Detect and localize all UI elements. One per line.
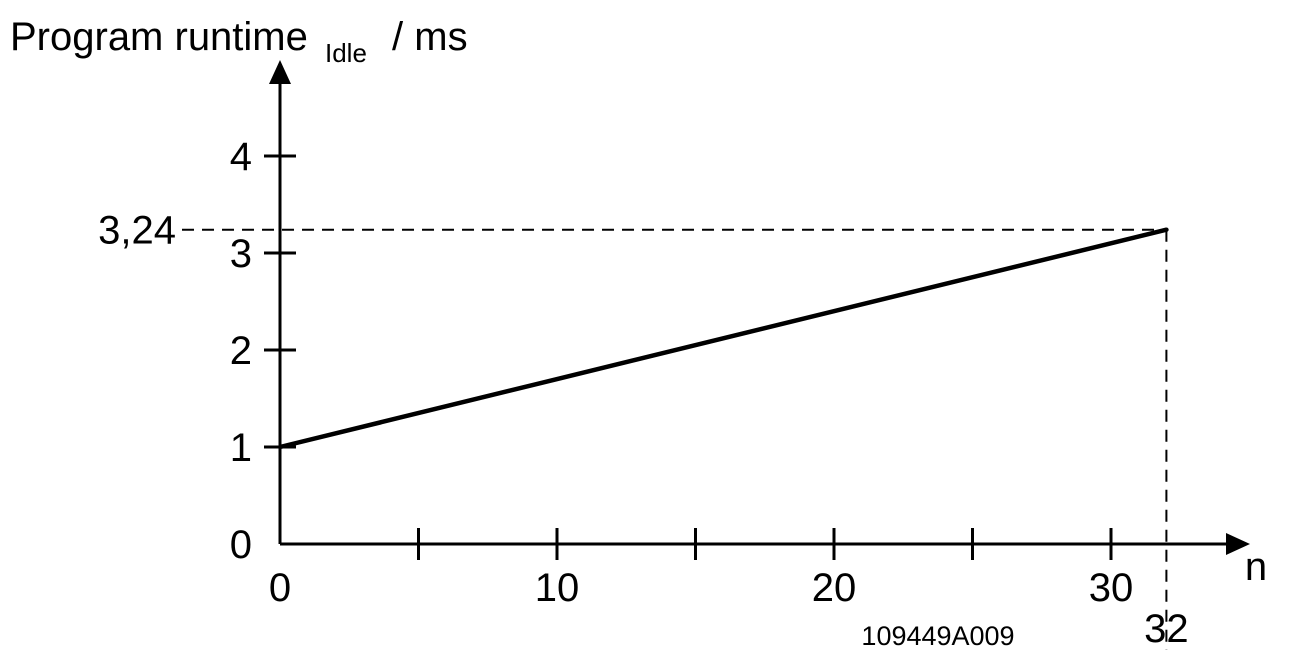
chart-title-main: Program runtime [10,15,308,59]
series-line [277,227,1169,450]
series [277,227,1169,450]
figure-id: 109449A009 [861,621,1014,651]
y-axis-arrow [269,60,291,84]
x-axis-label: n [1245,545,1267,589]
tick-labels: 0 10 20 30 0 1 2 3 4 [230,135,1134,610]
reference-x-label: 32 [1144,607,1189,651]
chart-title-unit: / ms [392,15,468,59]
x-tick-label: 20 [812,566,857,610]
ticks [264,154,1113,560]
y-tick-label: 4 [230,135,252,179]
axes [269,60,1250,555]
y-tick-label: 1 [230,426,252,470]
y-tick-label: 2 [230,329,252,373]
x-tick-label: 0 [269,566,291,610]
y-tick-label: 0 [230,523,252,567]
chart-title: Program runtime Idle / ms [10,15,468,71]
chart-title-subscript: Idle [325,38,367,68]
y-tick-label: 3 [230,232,252,276]
x-axis-arrow [1226,533,1250,555]
reference-y-label: 3,24 [98,209,176,253]
x-tick-label: 30 [1089,566,1134,610]
x-tick-label: 10 [535,566,580,610]
